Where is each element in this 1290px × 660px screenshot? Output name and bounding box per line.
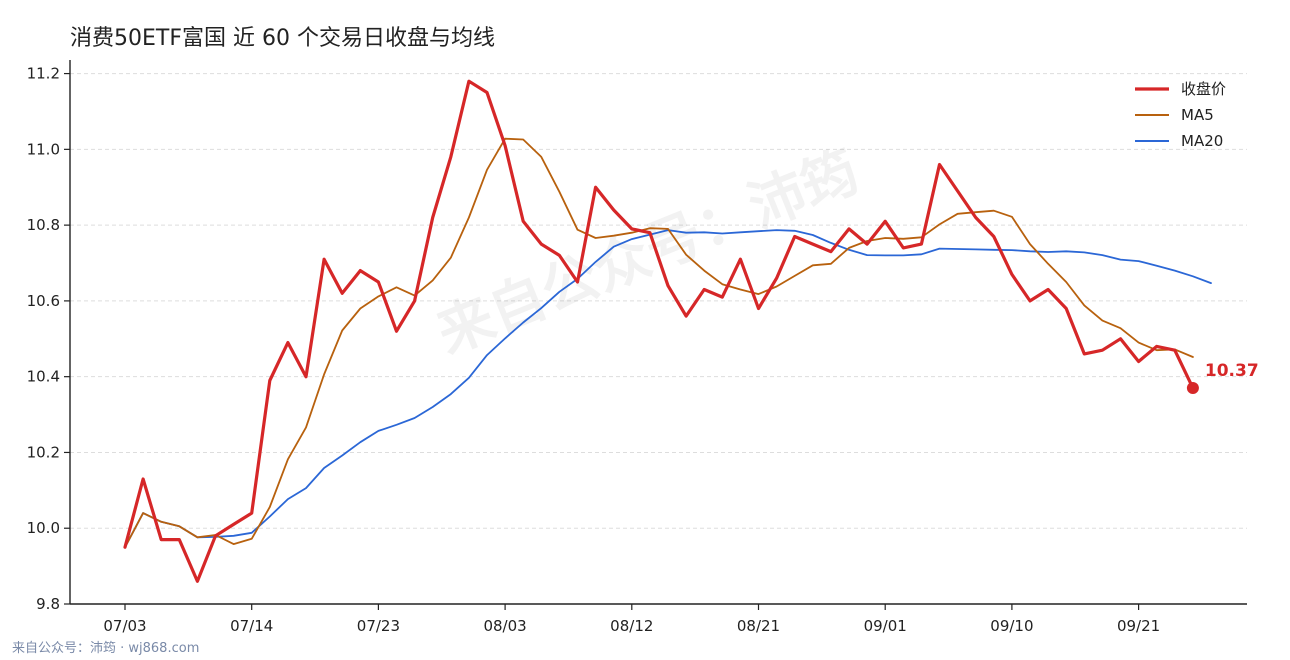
y-tick-label: 9.8	[36, 595, 60, 613]
ma5-line	[124, 137, 1194, 549]
legend-label-close-price: 收盘价	[1181, 80, 1226, 98]
legend-label-ma5: MA5	[1181, 106, 1214, 124]
x-tick-label: 09/01	[864, 617, 907, 635]
x-tick-label: 08/21	[737, 617, 780, 635]
y-tick-label: 10.2	[27, 443, 60, 461]
x-tick-label: 08/12	[610, 617, 653, 635]
close-price-line	[123, 79, 1195, 583]
y-tick-label: 10.6	[27, 292, 60, 310]
chart-title: 消费50ETF富国 近 60 个交易日收盘与均线	[70, 26, 495, 51]
y-tick-label: 10.0	[27, 519, 60, 537]
y-tick-label: 11.0	[27, 140, 60, 158]
y-tick-label: 11.2	[27, 65, 60, 83]
last-close-marker	[1186, 382, 1199, 395]
y-tick-label: 10.8	[27, 216, 60, 234]
y-tick-label: 10.4	[27, 368, 60, 386]
last-close-label: 10.37	[1205, 361, 1259, 381]
x-tick-label: 09/10	[990, 617, 1033, 635]
x-tick-label: 07/23	[357, 617, 400, 635]
grid-lines	[70, 73, 1247, 605]
axes: 9.8 10.0 10.2 10.4 10.6 10.8 11.0 11.2 07/03 07/1…	[27, 60, 1247, 635]
watermark: 来自公众号：沛筠	[428, 139, 868, 367]
legend: 收盘价 MA5 MA20	[1135, 80, 1226, 150]
legend-label-ma20: MA20	[1181, 132, 1223, 150]
x-tick-label: 08/03	[483, 617, 526, 635]
series-lines: 10.37	[123, 79, 1259, 583]
x-tick-label: 07/03	[103, 617, 146, 635]
x-tick-label: 07/14	[230, 617, 273, 635]
footer-credit: 来自公众号：沛筠 · wj868.com	[12, 640, 199, 656]
x-tick-label: 09/21	[1117, 617, 1160, 635]
